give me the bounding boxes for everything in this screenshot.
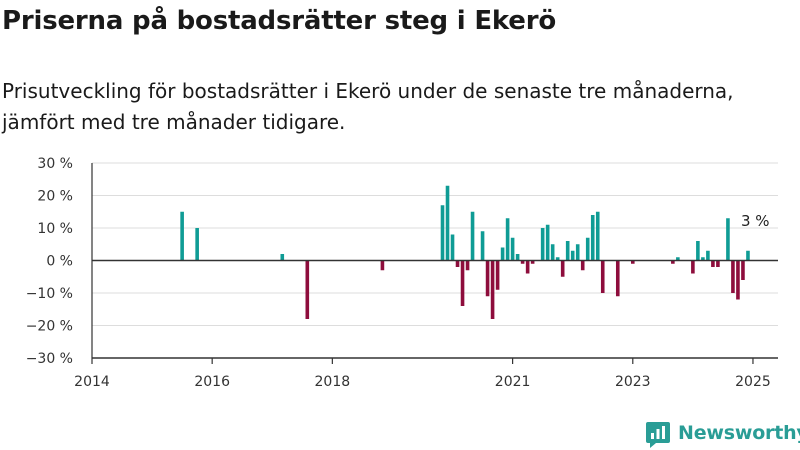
bar bbox=[180, 211, 184, 261]
bar bbox=[615, 260, 620, 297]
y-tick-label: 0 % bbox=[46, 254, 73, 270]
bar bbox=[585, 237, 590, 261]
bar bbox=[630, 260, 635, 264]
bar bbox=[741, 260, 745, 280]
bar bbox=[711, 260, 715, 267]
bar bbox=[716, 260, 720, 267]
bar bbox=[696, 241, 700, 261]
bar bbox=[485, 260, 490, 297]
y-tick: −20 % bbox=[26, 319, 73, 335]
bar bbox=[495, 260, 500, 290]
bar bbox=[195, 228, 199, 261]
bar bbox=[540, 228, 545, 261]
newsworthy-logo-icon bbox=[646, 422, 670, 448]
x-tick: 2021 bbox=[495, 358, 531, 390]
bar bbox=[515, 254, 520, 261]
bar bbox=[726, 218, 730, 261]
bar bbox=[570, 250, 575, 261]
brand-name: Newsworthy bbox=[678, 422, 800, 444]
y-tick-label: −10 % bbox=[26, 286, 73, 302]
bar bbox=[510, 237, 515, 261]
x-tick: 2016 bbox=[194, 358, 230, 390]
bar bbox=[691, 260, 695, 274]
bar bbox=[590, 215, 595, 261]
bar bbox=[746, 250, 750, 261]
bar bbox=[736, 260, 740, 300]
y-tick: −30 % bbox=[26, 351, 73, 367]
y-tick-label: 30 % bbox=[37, 156, 73, 172]
bar bbox=[440, 205, 445, 261]
y-tick-label: −20 % bbox=[26, 319, 73, 335]
bar bbox=[490, 260, 495, 319]
last-value-annotation: 3 % bbox=[741, 212, 770, 230]
bar bbox=[470, 211, 475, 261]
bar bbox=[701, 257, 705, 261]
y-axis: 30 % 20 % 10 % 0 % −10 % −20 % −30 % bbox=[26, 156, 73, 367]
chart-title: Priserna på bostadsrätter steg i Ekerö bbox=[2, 6, 557, 36]
bar bbox=[545, 224, 550, 261]
y-tick: 30 % bbox=[37, 156, 73, 172]
bars bbox=[180, 185, 750, 319]
y-tick: 0 % bbox=[46, 254, 73, 270]
bar bbox=[280, 254, 285, 261]
y-tick: −10 % bbox=[26, 286, 73, 302]
y-tick: 20 % bbox=[37, 189, 73, 205]
bar bbox=[550, 244, 555, 261]
bar bbox=[676, 257, 680, 261]
bar bbox=[455, 260, 460, 267]
bar bbox=[445, 185, 450, 261]
x-tick: 2018 bbox=[315, 358, 351, 390]
bar bbox=[560, 260, 565, 277]
x-axis: 2014 2016 2018 2021 2023 2025 bbox=[74, 163, 778, 390]
x-tick-label: 2025 bbox=[735, 374, 771, 390]
bar bbox=[580, 260, 585, 271]
bar bbox=[731, 260, 735, 293]
bar bbox=[465, 260, 470, 271]
x-tick-label: 2016 bbox=[194, 374, 230, 390]
bar bbox=[520, 260, 525, 264]
bar bbox=[565, 241, 570, 261]
x-tick: 2023 bbox=[615, 358, 651, 390]
x-tick: 2014 bbox=[74, 358, 110, 390]
bar bbox=[505, 218, 510, 261]
bar bbox=[380, 260, 385, 271]
bar bbox=[671, 260, 675, 264]
bar bbox=[600, 260, 605, 293]
bar bbox=[575, 244, 580, 261]
y-tick-label: 20 % bbox=[37, 189, 73, 205]
y-tick-label: −30 % bbox=[26, 351, 73, 367]
x-tick-label: 2021 bbox=[495, 374, 531, 390]
bar-chart: 30 %20 %10 %0 %−10 %−20 %−30 % 2014 2016 2… bbox=[26, 156, 778, 390]
bar bbox=[555, 257, 560, 261]
bar bbox=[480, 231, 485, 261]
chart-subtitle: Prisutveckling för bostadsrätter i Ekerö… bbox=[2, 79, 734, 134]
bar bbox=[706, 250, 710, 261]
bar bbox=[460, 260, 465, 306]
y-tick-label: 10 % bbox=[37, 221, 73, 237]
y-tick: 10 % bbox=[37, 221, 73, 237]
x-tick-label: 2018 bbox=[315, 374, 351, 390]
x-tick: 2025 bbox=[735, 358, 771, 390]
x-tick-label: 2023 bbox=[615, 374, 651, 390]
x-tick-label: 2014 bbox=[74, 374, 110, 390]
bar bbox=[500, 247, 505, 261]
bar bbox=[595, 211, 600, 261]
bar bbox=[450, 234, 455, 261]
bar bbox=[305, 260, 310, 319]
bar bbox=[530, 260, 535, 264]
bar bbox=[525, 260, 530, 274]
